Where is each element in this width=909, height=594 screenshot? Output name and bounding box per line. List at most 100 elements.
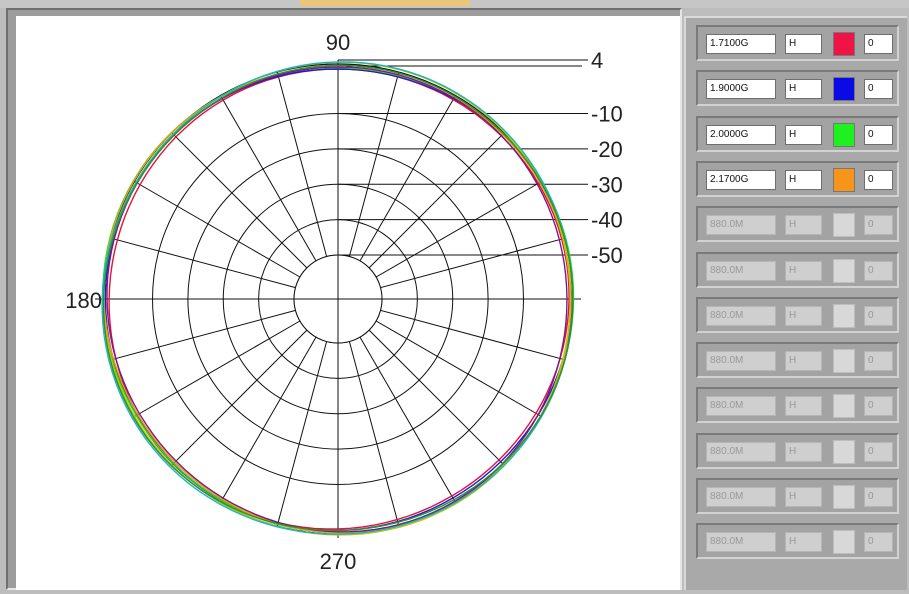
color-swatch-button[interactable] [833, 32, 855, 56]
grid-spoke [276, 341, 328, 527]
offset-field[interactable]: 0 [864, 169, 893, 190]
trace-row: 1.7100G H 0 [696, 25, 899, 61]
polar-plot-area: 90 180 270 4 -10 -20 -30 -40 -50 [16, 16, 680, 590]
offset-field[interactable]: 0 [864, 532, 893, 553]
grid-spoke [359, 95, 456, 262]
polarization-field[interactable]: H [785, 396, 822, 417]
grid-spoke [110, 309, 296, 361]
grid-spoke [276, 71, 328, 257]
frequency-field[interactable]: 880.0M [706, 305, 776, 326]
offset-field[interactable]: 0 [864, 351, 893, 372]
grid-spoke [368, 132, 505, 269]
offset-field[interactable]: 0 [864, 34, 893, 54]
pattern-trace [102, 64, 574, 532]
scale-label: -50 [591, 243, 623, 268]
trace-row: 880.0M H 0 [696, 523, 899, 560]
polarization-field[interactable]: H [785, 169, 822, 190]
color-swatch-button[interactable] [833, 303, 855, 328]
color-swatch-button[interactable] [833, 213, 855, 238]
grid-spoke [110, 237, 296, 289]
offset-field[interactable]: 0 [864, 305, 893, 326]
frequency-field[interactable]: 880.0M [706, 351, 776, 372]
pattern-trace [108, 68, 570, 530]
polarization-field[interactable]: H [785, 305, 822, 326]
offset-field[interactable]: 0 [864, 124, 893, 145]
color-swatch-button[interactable] [833, 349, 855, 374]
scale-label: 4 [591, 48, 603, 73]
frequency-field[interactable]: 2.1700G [706, 169, 776, 190]
grid-spoke [348, 71, 400, 257]
grid-spoke [134, 320, 301, 417]
scale-label: -10 [591, 102, 623, 127]
offset-field[interactable]: 0 [864, 441, 893, 462]
polarization-field[interactable]: H [785, 487, 822, 507]
trace-row: 880.0M H 0 [696, 478, 899, 514]
polarization-field[interactable]: H [785, 124, 822, 145]
frequency-field[interactable]: 1.7100G [706, 34, 776, 54]
angle-label-90: 90 [326, 30, 350, 55]
frequency-field[interactable]: 880.0M [706, 215, 776, 236]
polarization-field[interactable]: H [785, 441, 822, 462]
frequency-field[interactable]: 880.0M [706, 532, 776, 553]
grid-spoke [171, 329, 308, 466]
trace-row: 880.0M H 0 [696, 206, 899, 243]
offset-field[interactable]: 0 [864, 396, 893, 417]
offset-field[interactable]: 0 [864, 79, 893, 100]
scale-label: -30 [591, 172, 623, 197]
color-swatch-button[interactable] [833, 530, 855, 555]
polarization-field[interactable]: H [785, 79, 822, 100]
color-swatch-button[interactable] [833, 77, 855, 102]
grid-spoke [359, 336, 456, 503]
scale-label: -40 [591, 208, 623, 233]
grid-spoke [348, 341, 400, 527]
frequency-field[interactable]: 2.0000G [706, 124, 776, 145]
polarization-field[interactable]: H [785, 34, 822, 54]
trace-settings-panel: 1.7100G H 0 1.9000G H 0 2.0000G H 0 2.1700G H 0 880.… [684, 16, 907, 590]
trace-row: 2.0000G H 0 [696, 115, 899, 152]
color-swatch-button[interactable] [833, 167, 855, 192]
polar-chart: 90 180 270 4 -10 -20 -30 -40 -50 [65, 30, 623, 574]
chart-labels: 90 180 270 4 -10 -20 -30 -40 -50 [65, 30, 623, 574]
frequency-field[interactable]: 880.0M [706, 396, 776, 417]
pattern-trace [106, 66, 568, 533]
polarization-field[interactable]: H [785, 532, 822, 553]
grid-spoke [380, 309, 566, 361]
frequency-field[interactable]: 880.0M [706, 260, 776, 281]
scale-label: -20 [591, 137, 623, 162]
offset-field[interactable]: 0 [864, 260, 893, 281]
trace-row: 880.0M H 0 [696, 251, 899, 288]
color-swatch-button[interactable] [833, 485, 855, 509]
grid-spoke [375, 320, 542, 417]
polarization-field[interactable]: H [785, 215, 822, 236]
pattern-traces [101, 61, 575, 536]
frequency-field[interactable]: 880.0M [706, 441, 776, 462]
grid-spoke [171, 132, 308, 269]
trace-row: 880.0M H 0 [696, 342, 899, 379]
grid-spoke [375, 181, 542, 278]
grid-spoke [220, 336, 317, 503]
frequency-field[interactable]: 880.0M [706, 487, 776, 507]
trace-row: 880.0M H 0 [696, 432, 899, 469]
trace-row: 880.0M H 0 [696, 296, 899, 333]
offset-field[interactable]: 0 [864, 215, 893, 236]
trace-row: 1.9000G H 0 [696, 70, 899, 107]
top-accent-bar [300, 0, 470, 6]
offset-field[interactable]: 0 [864, 487, 893, 507]
grid-spoke [220, 95, 317, 262]
color-swatch-button[interactable] [833, 394, 855, 419]
angle-label-270: 270 [320, 549, 357, 574]
trace-row: 880.0M H 0 [696, 387, 899, 424]
grid-spoke [368, 329, 505, 466]
color-swatch-button[interactable] [833, 439, 855, 464]
polarization-field[interactable]: H [785, 351, 822, 372]
grid-spoke [134, 181, 301, 278]
pattern-trace [101, 61, 574, 535]
angle-label-180: 180 [65, 288, 102, 313]
frequency-field[interactable]: 1.9000G [706, 79, 776, 100]
grid-spoke [380, 237, 566, 289]
polarization-field[interactable]: H [785, 260, 822, 281]
color-swatch-button[interactable] [833, 122, 855, 147]
trace-row: 2.1700G H 0 [696, 160, 899, 197]
color-swatch-button[interactable] [833, 258, 855, 283]
